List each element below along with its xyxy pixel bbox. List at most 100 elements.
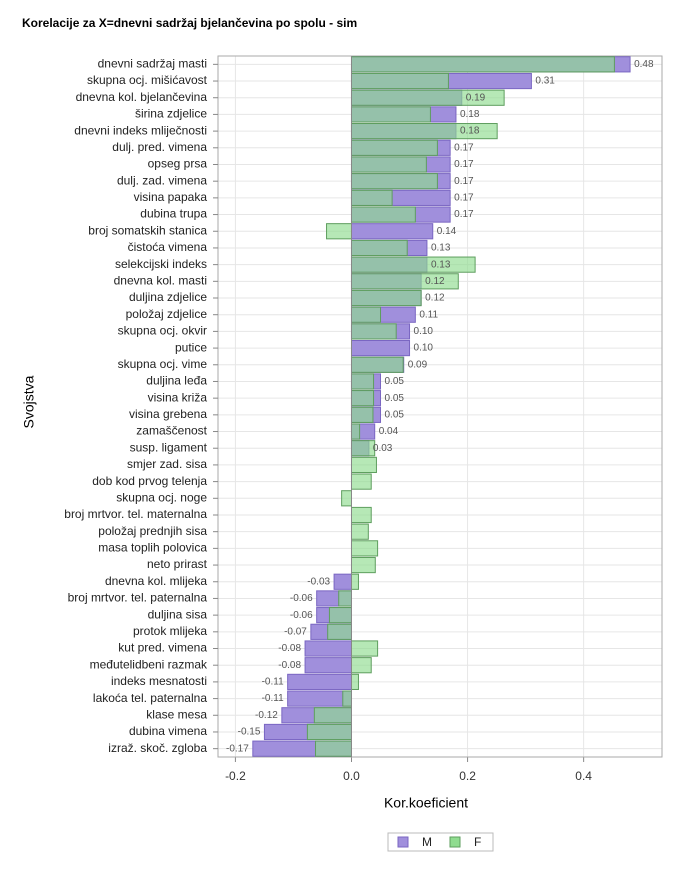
y-tick-label: položaj prednjih sisa — [98, 524, 207, 538]
value-label: 0.05 — [385, 409, 405, 420]
value-label: 0.13 — [431, 259, 451, 270]
bar — [350, 456, 377, 474]
value-label: -0.08 — [278, 660, 301, 671]
value-label: 0.17 — [454, 176, 474, 187]
y-tick-label: kut pred. vimena — [118, 641, 207, 655]
y-tick-label: duljina sisa — [148, 607, 208, 621]
y-tick-label: izraž. skoč. zgloba — [108, 741, 207, 755]
value-label: -0.15 — [238, 727, 261, 738]
value-label: 0.17 — [454, 193, 474, 204]
value-label: 0.04 — [379, 426, 399, 437]
y-tick-label: skupna ocj. mišićavost — [87, 73, 208, 87]
x-tick-label: 0.0 — [343, 769, 360, 783]
y-tick-label: broj mrtvor. tel. paternalna — [68, 591, 208, 605]
bar — [350, 657, 372, 674]
value-label: 0.17 — [454, 209, 474, 220]
y-tick-label: dulj. zad. vimena — [117, 173, 207, 187]
y-tick-label: skupna ocj. okvir — [118, 324, 207, 338]
legend-swatch — [397, 836, 409, 848]
y-tick-label: dubina trupa — [140, 207, 207, 221]
value-label: -0.03 — [307, 576, 330, 587]
y-tick-label: susp. ligament — [130, 440, 208, 454]
value-label: 0.14 — [437, 226, 457, 237]
y-tick-label: neto prirast — [147, 557, 208, 571]
legend-label: M — [422, 835, 432, 849]
y-tick-label: selekcijski indeks — [115, 257, 207, 271]
value-label: -0.07 — [284, 626, 307, 637]
bar — [350, 72, 449, 90]
y-tick-label: dubina vimena — [129, 724, 207, 738]
value-label: -0.08 — [278, 643, 301, 654]
bar — [350, 139, 438, 156]
bar — [338, 590, 352, 607]
bar — [350, 239, 408, 257]
y-tick-label: visina grebena — [129, 407, 207, 421]
value-label: 0.18 — [460, 126, 480, 137]
value-label: -0.11 — [262, 677, 284, 688]
y-tick-label: položaj zdjelice — [126, 307, 208, 321]
bar — [350, 390, 375, 407]
y-tick-label: protok mlijeka — [133, 624, 207, 638]
bar — [350, 473, 372, 490]
bar — [350, 156, 427, 173]
value-label: 0.19 — [466, 92, 486, 103]
y-tick-label: visina papaka — [134, 190, 208, 204]
bar — [350, 673, 359, 690]
bar — [287, 690, 352, 707]
bar — [315, 740, 352, 757]
plot-frame — [217, 55, 663, 758]
y-tick-label: međutelidbeni razmak — [90, 657, 208, 671]
y-tick-label: indeks mesnatosti — [111, 674, 207, 688]
bar — [304, 640, 352, 657]
value-label: -0.06 — [290, 593, 313, 604]
bar — [304, 657, 352, 674]
y-axis-label: Svojstva — [21, 375, 37, 428]
y-tick-label: dnevna kol. bjelančevina — [76, 90, 208, 104]
value-label: 0.12 — [425, 276, 445, 287]
bar — [342, 690, 352, 707]
legend-label: F — [474, 835, 481, 849]
bar — [350, 323, 397, 340]
bar — [350, 306, 382, 323]
y-tick-label: masa toplih polovica — [98, 541, 207, 555]
bar — [287, 673, 352, 690]
bar — [350, 373, 375, 390]
y-tick-label: širina zdjelice — [135, 107, 207, 121]
y-tick-label: klase mesa — [146, 707, 207, 721]
bar — [350, 556, 376, 574]
bar — [350, 173, 438, 190]
y-tick-label: broj somatskih stanica — [88, 223, 207, 237]
value-label: 0.31 — [535, 76, 555, 87]
bar — [350, 506, 372, 524]
value-label: 0.09 — [408, 359, 428, 370]
bar — [327, 623, 352, 640]
bar — [306, 723, 352, 741]
bar — [313, 707, 352, 724]
value-label: 0.05 — [385, 393, 405, 404]
value-label: 0.11 — [419, 309, 438, 320]
value-label: 0.18 — [460, 109, 480, 120]
bar — [350, 106, 431, 123]
y-tick-label: smjer zad. sisa — [127, 457, 207, 471]
bar — [350, 356, 404, 373]
bar — [350, 223, 434, 240]
bar — [350, 339, 411, 357]
chart-title: Korelacije za X=dnevni sadržaj bjelančev… — [22, 16, 357, 30]
y-tick-label: dnevna kol. mlijeka — [105, 574, 207, 588]
y-tick-label: zamaščenost — [136, 424, 207, 438]
value-label: -0.12 — [255, 710, 278, 721]
y-tick-label: duljina leđa — [146, 374, 207, 388]
y-tick-label: opseg prsa — [148, 157, 208, 171]
y-tick-label: dob kod prvog telenja — [92, 474, 207, 488]
y-tick-label: lakoća tel. paternalna — [93, 691, 207, 705]
bar — [350, 206, 416, 223]
bar — [328, 607, 352, 624]
value-label: 0.17 — [454, 159, 474, 170]
value-label: 0.12 — [425, 293, 445, 304]
y-tick-label: duljina zdjelice — [129, 290, 207, 304]
value-label: -0.11 — [262, 693, 284, 704]
bar — [350, 289, 422, 307]
y-tick-label: skupna ocj. noge — [116, 490, 207, 504]
bar — [350, 573, 359, 590]
